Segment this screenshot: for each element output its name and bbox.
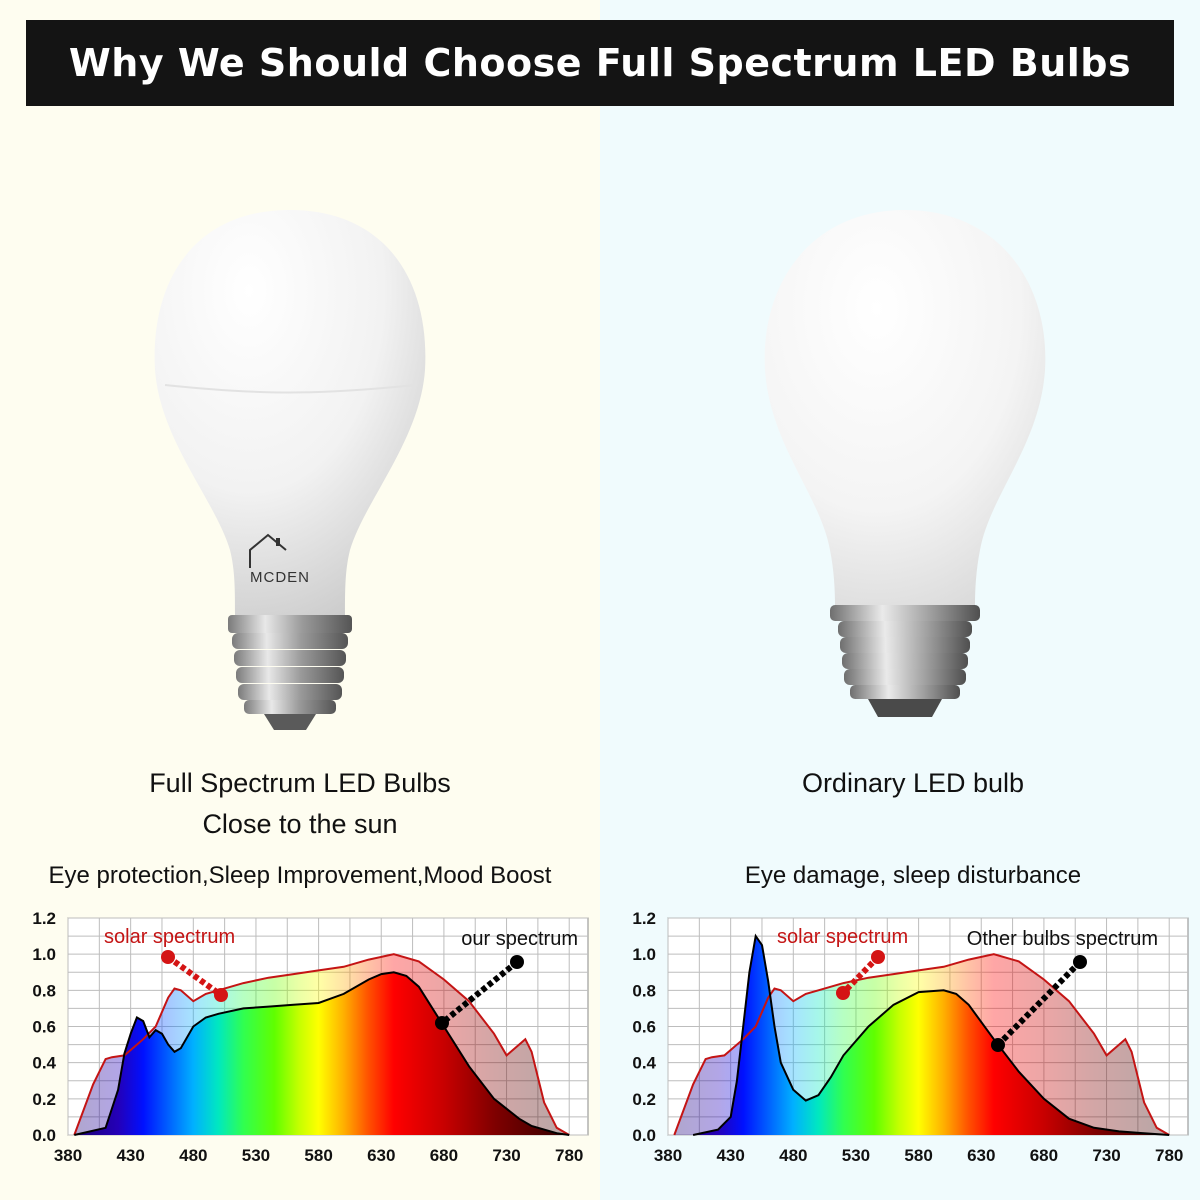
- bulb-spectrum-label: Other bulbs spectrum: [967, 928, 1158, 950]
- pointer-start-dot: [1073, 955, 1087, 969]
- mcden-logo-icon: MCDEN: [249, 533, 310, 586]
- x-tick-label: 580: [304, 1146, 332, 1165]
- pointer-end-dot: [991, 1038, 1005, 1052]
- y-tick-label: 0.0: [32, 1126, 56, 1145]
- title-banner: Why We Should Choose Full Spectrum LED B…: [26, 20, 1174, 106]
- left-spectrum-chart: 380 430 480 530 580 630 680 730 780 0.0 0.2 0.4 0.6 0…: [32, 909, 589, 1165]
- right-drawbacks-text: Eye damage, sleep disturbance: [744, 862, 1082, 889]
- left-caption-line2: Close to the sun: [202, 809, 398, 839]
- bulb-spectrum-label: our spectrum: [461, 928, 578, 950]
- ordinary-bulb-image: [764, 210, 1046, 717]
- x-tick-label: 730: [492, 1146, 520, 1165]
- x-tick-label: 530: [842, 1146, 870, 1165]
- pointer-start-dot: [510, 955, 524, 969]
- bulb-spectrum-line: [74, 971, 570, 1136]
- pointer-start-dot: [161, 950, 175, 964]
- y-tick-label: 1.2: [32, 909, 56, 928]
- x-tick-label: 730: [1092, 1146, 1120, 1165]
- x-tick-label: 530: [242, 1146, 270, 1165]
- solar-pointer-line: [166, 954, 223, 998]
- x-tick-label: 430: [116, 1146, 144, 1165]
- bulb-spectrum-area: [693, 936, 1170, 1135]
- y-tick-label: 0.0: [632, 1126, 656, 1145]
- left-benefits-text: Eye protection,Sleep Improvement,Mood Bo…: [48, 862, 552, 889]
- y-tick-label: 0.6: [32, 1018, 56, 1037]
- y-tick-label: 0.2: [632, 1090, 656, 1109]
- solar-spectrum-line: [73, 953, 570, 1136]
- x-tick-label: 680: [430, 1146, 458, 1165]
- full-spectrum-bulb-image: MCDEN: [154, 210, 426, 730]
- x-tick-label: 430: [716, 1146, 744, 1165]
- right-spectrum-chart: 380 430 480 530 580 630 680 730 780 0.0 0.2 0.4 0.6 0…: [632, 909, 1189, 1165]
- y-tick-label: 0.8: [632, 981, 656, 1000]
- y-tick-label: 0.8: [32, 981, 56, 1000]
- solar-spectrum-label: solar spectrum: [104, 926, 235, 948]
- x-tick-label: 630: [967, 1146, 995, 1165]
- x-tick-label: 630: [367, 1146, 395, 1165]
- pointer-end-dot: [435, 1016, 449, 1030]
- right-caption-line1: Ordinary LED bulb: [801, 768, 1025, 798]
- y-tick-label: 1.0: [632, 945, 656, 964]
- left-caption-line1: Full Spectrum LED Bulbs: [149, 768, 451, 798]
- pointer-end-dot: [214, 988, 228, 1002]
- y-tick-label: 0.4: [32, 1054, 56, 1073]
- x-tick-label: 780: [555, 1146, 583, 1165]
- x-tick-label: 680: [1030, 1146, 1058, 1165]
- x-tick-label: 480: [179, 1146, 207, 1165]
- x-tick-label: 580: [904, 1146, 932, 1165]
- y-tick-label: 1.2: [632, 909, 656, 928]
- pointer-start-dot: [871, 950, 885, 964]
- solar-pointer-line: [840, 954, 881, 996]
- bulb-pointer-line: [440, 959, 519, 1026]
- page-title: Why We Should Choose Full Spectrum LED B…: [68, 41, 1132, 85]
- y-tick-label: 1.0: [32, 945, 56, 964]
- bulb-spectrum-line: [692, 933, 1170, 1136]
- y-tick-label: 0.4: [632, 1054, 656, 1073]
- bulb-spectrum-area: [74, 972, 570, 1135]
- x-tick-label: 380: [654, 1146, 682, 1165]
- x-tick-label: 480: [779, 1146, 807, 1165]
- brand-logo-text: MCDEN: [250, 569, 310, 586]
- y-tick-label: 0.2: [32, 1090, 56, 1109]
- bulb-pointer-line: [995, 959, 1083, 1048]
- y-tick-label: 0.6: [632, 1018, 656, 1037]
- pointer-end-dot: [836, 986, 850, 1000]
- x-tick-label: 780: [1155, 1146, 1183, 1165]
- solar-spectrum-line: [673, 953, 1170, 1136]
- solar-spectrum-label: solar spectrum: [777, 926, 908, 948]
- x-tick-label: 380: [54, 1146, 82, 1165]
